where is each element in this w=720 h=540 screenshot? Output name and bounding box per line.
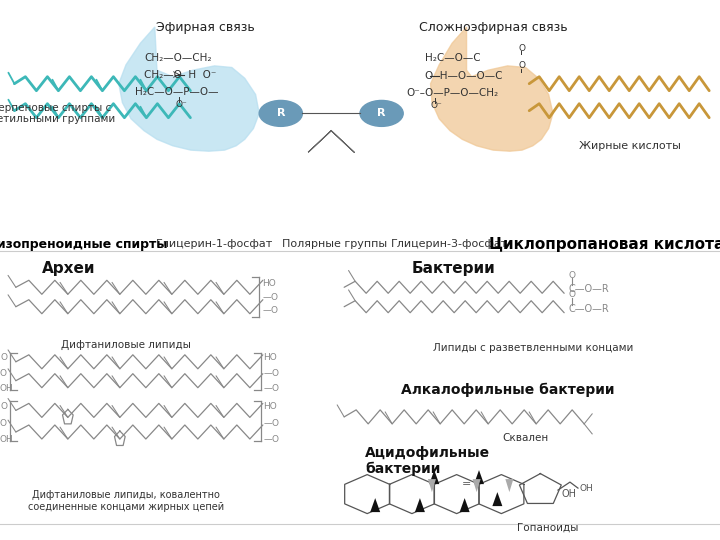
Text: OH: OH bbox=[0, 435, 13, 444]
Text: OH: OH bbox=[580, 484, 594, 492]
Polygon shape bbox=[370, 498, 380, 512]
Text: =: = bbox=[462, 478, 471, 489]
Ellipse shape bbox=[259, 100, 302, 126]
Polygon shape bbox=[434, 475, 479, 514]
Text: OH: OH bbox=[0, 384, 13, 393]
Text: O: O bbox=[568, 290, 575, 299]
Text: —O: —O bbox=[264, 418, 279, 428]
Polygon shape bbox=[415, 498, 425, 512]
Text: Терпеновые спирты с
метильными группами: Терпеновые спирты с метильными группами bbox=[0, 103, 115, 124]
Text: R: R bbox=[276, 109, 285, 118]
Text: O⁻–O—P—O—CH₂: O⁻–O—P—O—CH₂ bbox=[407, 89, 499, 98]
Polygon shape bbox=[390, 475, 434, 514]
Text: Глицерин-1-фосфат: Глицерин-1-фосфат bbox=[156, 239, 273, 249]
Text: Циклопропановая кислота: Циклопропановая кислота bbox=[489, 237, 720, 252]
Text: Эфирная связь: Эфирная связь bbox=[156, 21, 255, 33]
Text: R: R bbox=[377, 109, 386, 118]
Text: O: O bbox=[1, 402, 8, 411]
Text: O: O bbox=[568, 271, 575, 280]
Text: —O: —O bbox=[264, 384, 279, 393]
Text: —O: —O bbox=[262, 293, 278, 301]
Polygon shape bbox=[459, 498, 469, 512]
Text: Полярные группы: Полярные группы bbox=[282, 239, 387, 249]
Polygon shape bbox=[429, 470, 439, 484]
Text: C—O—R: C—O—R bbox=[568, 284, 609, 294]
Text: Сложноэфирная связь: Сложноэфирная связь bbox=[419, 21, 567, 33]
Text: Ацидофильные
бактерии: Ацидофильные бактерии bbox=[365, 446, 490, 476]
Polygon shape bbox=[472, 479, 481, 492]
Text: O⁻: O⁻ bbox=[176, 100, 187, 109]
Text: Бактерии: Бактерии bbox=[412, 261, 495, 276]
Text: —O: —O bbox=[264, 369, 279, 378]
Text: O: O bbox=[0, 369, 7, 378]
Text: H₂C—O—P—O—: H₂C—O—P—O— bbox=[135, 87, 219, 97]
Polygon shape bbox=[431, 27, 553, 151]
Text: Дифтаниловые липиды, ковалентно
соединенные концами жирных цепей: Дифтаниловые липиды, ковалентно соединен… bbox=[28, 490, 224, 512]
Text: Липиды с разветвленными концами: Липиды с разветвленными концами bbox=[433, 343, 633, 353]
Text: Сквален: Сквален bbox=[503, 434, 549, 443]
Polygon shape bbox=[505, 479, 513, 492]
Text: Археи: Археи bbox=[42, 261, 95, 276]
Text: HO: HO bbox=[262, 279, 276, 288]
Text: O: O bbox=[1, 353, 8, 362]
Polygon shape bbox=[119, 27, 259, 151]
Text: CH₂—O  H  O⁻: CH₂—O H O⁻ bbox=[144, 70, 217, 79]
Polygon shape bbox=[492, 492, 503, 506]
Text: O⁻: O⁻ bbox=[431, 102, 442, 110]
Text: Гопаноиды: Гопаноиды bbox=[516, 523, 578, 533]
Text: H₂C—O—C: H₂C—O—C bbox=[425, 53, 480, 63]
Text: изопреноидные спирты: изопреноидные спирты bbox=[0, 238, 168, 251]
Polygon shape bbox=[428, 479, 436, 492]
Text: Дифтаниловые липиды: Дифтаниловые липиды bbox=[61, 340, 191, 349]
Text: Глицерин-3-фосфат: Глицерин-3-фосфат bbox=[392, 239, 508, 249]
Text: HO: HO bbox=[264, 402, 277, 411]
Ellipse shape bbox=[360, 100, 403, 126]
Text: C—O—R: C—O—R bbox=[568, 303, 609, 314]
Text: O  H—O—O—C: O H—O—O—C bbox=[425, 71, 503, 80]
Text: O: O bbox=[518, 62, 526, 70]
Text: Алкалофильные бактерии: Алкалофильные бактерии bbox=[401, 383, 614, 397]
Text: O: O bbox=[0, 418, 7, 428]
Text: CH₂—O—CH₂: CH₂—O—CH₂ bbox=[144, 53, 212, 63]
Polygon shape bbox=[345, 475, 390, 514]
Text: O: O bbox=[518, 44, 526, 53]
Text: HO: HO bbox=[264, 353, 277, 362]
Text: —O: —O bbox=[262, 306, 278, 315]
Text: OH: OH bbox=[561, 489, 576, 499]
Polygon shape bbox=[519, 474, 562, 503]
Text: Жирные кислоты: Жирные кислоты bbox=[579, 141, 681, 151]
Polygon shape bbox=[479, 475, 524, 514]
Polygon shape bbox=[474, 470, 484, 484]
Text: —O: —O bbox=[264, 435, 279, 444]
